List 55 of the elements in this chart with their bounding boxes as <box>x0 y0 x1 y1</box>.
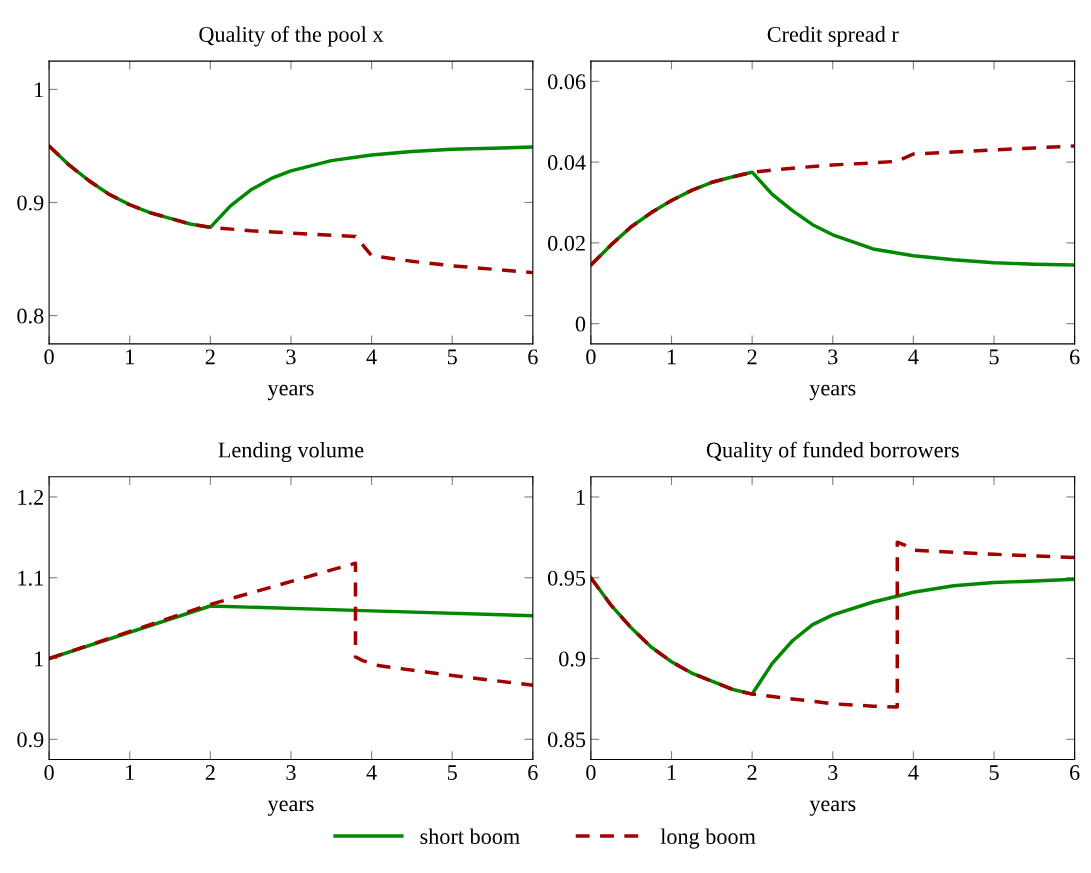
x-tick-label: 3 <box>286 349 296 365</box>
chart-title: Quality of the pool x <box>199 26 384 47</box>
x-tick-label: 1 <box>667 349 676 365</box>
y-tick-label: 1.2 <box>18 489 44 505</box>
chart-title: Quality of funded borrowers <box>706 441 959 463</box>
x-tick-label: 5 <box>447 765 457 781</box>
x-tick-label: 5 <box>447 349 457 365</box>
x-axis-title: years <box>267 384 314 401</box>
x-tick-label: 4 <box>366 349 377 365</box>
y-tick-label: 1 <box>35 82 43 98</box>
y-tick-label: 1 <box>576 489 585 505</box>
x-tick-label: 1 <box>126 765 134 780</box>
x-axis-title: years <box>267 800 314 816</box>
line-series <box>590 144 1075 267</box>
y-tick-label: 1 <box>35 651 43 667</box>
x-tick-label: 4 <box>908 349 919 365</box>
x-tick-label: 3 <box>286 765 296 781</box>
x-tick-label: 0 <box>586 765 596 781</box>
y-tick-label: 0.04 <box>547 155 586 171</box>
chart-title: Credit spread r <box>767 26 899 47</box>
y-tick-label: 0.9 <box>17 732 44 748</box>
x-tick-label: 4 <box>908 765 919 780</box>
y-tick-label: 0.9 <box>559 651 586 667</box>
y-tick-label: 0 <box>575 316 586 332</box>
x-tick-label: 2 <box>205 765 215 780</box>
x-tick-label: 6 <box>528 765 538 781</box>
x-tick-label: 4 <box>366 765 377 780</box>
x-axis-title: years <box>809 384 856 401</box>
x-tick-label: 6 <box>528 349 538 365</box>
y-tick-label: 1.1 <box>18 570 43 586</box>
x-axis-title: years <box>809 800 856 816</box>
line-series <box>49 144 533 275</box>
x-tick-label: 2 <box>205 349 215 365</box>
y-tick-label: 0.02 <box>547 235 585 251</box>
line-series <box>590 540 1075 709</box>
x-tick-label: 3 <box>828 765 838 781</box>
y-tick-label: 0.8 <box>17 308 44 324</box>
x-tick-label: 1 <box>667 765 676 780</box>
line-series <box>49 561 533 687</box>
x-tick-label: 2 <box>747 349 757 365</box>
x-tick-label: 5 <box>989 349 999 365</box>
x-tick-label: 0 <box>586 349 596 365</box>
y-tick-label: 0.85 <box>547 732 586 748</box>
y-tick-label: 0.06 <box>547 74 586 90</box>
y-tick-label: 0.9 <box>17 195 44 211</box>
x-tick-label: 1 <box>126 349 134 365</box>
x-tick-label: 3 <box>828 349 838 365</box>
y-tick-label: 0.95 <box>547 570 586 586</box>
legend-label: long boom <box>660 828 756 849</box>
x-tick-label: 5 <box>989 765 999 781</box>
chart-title: Lending volume <box>218 441 364 463</box>
x-tick-label: 2 <box>747 765 757 780</box>
x-tick-label: 6 <box>1070 349 1080 365</box>
x-tick-label: 6 <box>1070 765 1080 781</box>
legend-label: short boom <box>420 828 520 845</box>
